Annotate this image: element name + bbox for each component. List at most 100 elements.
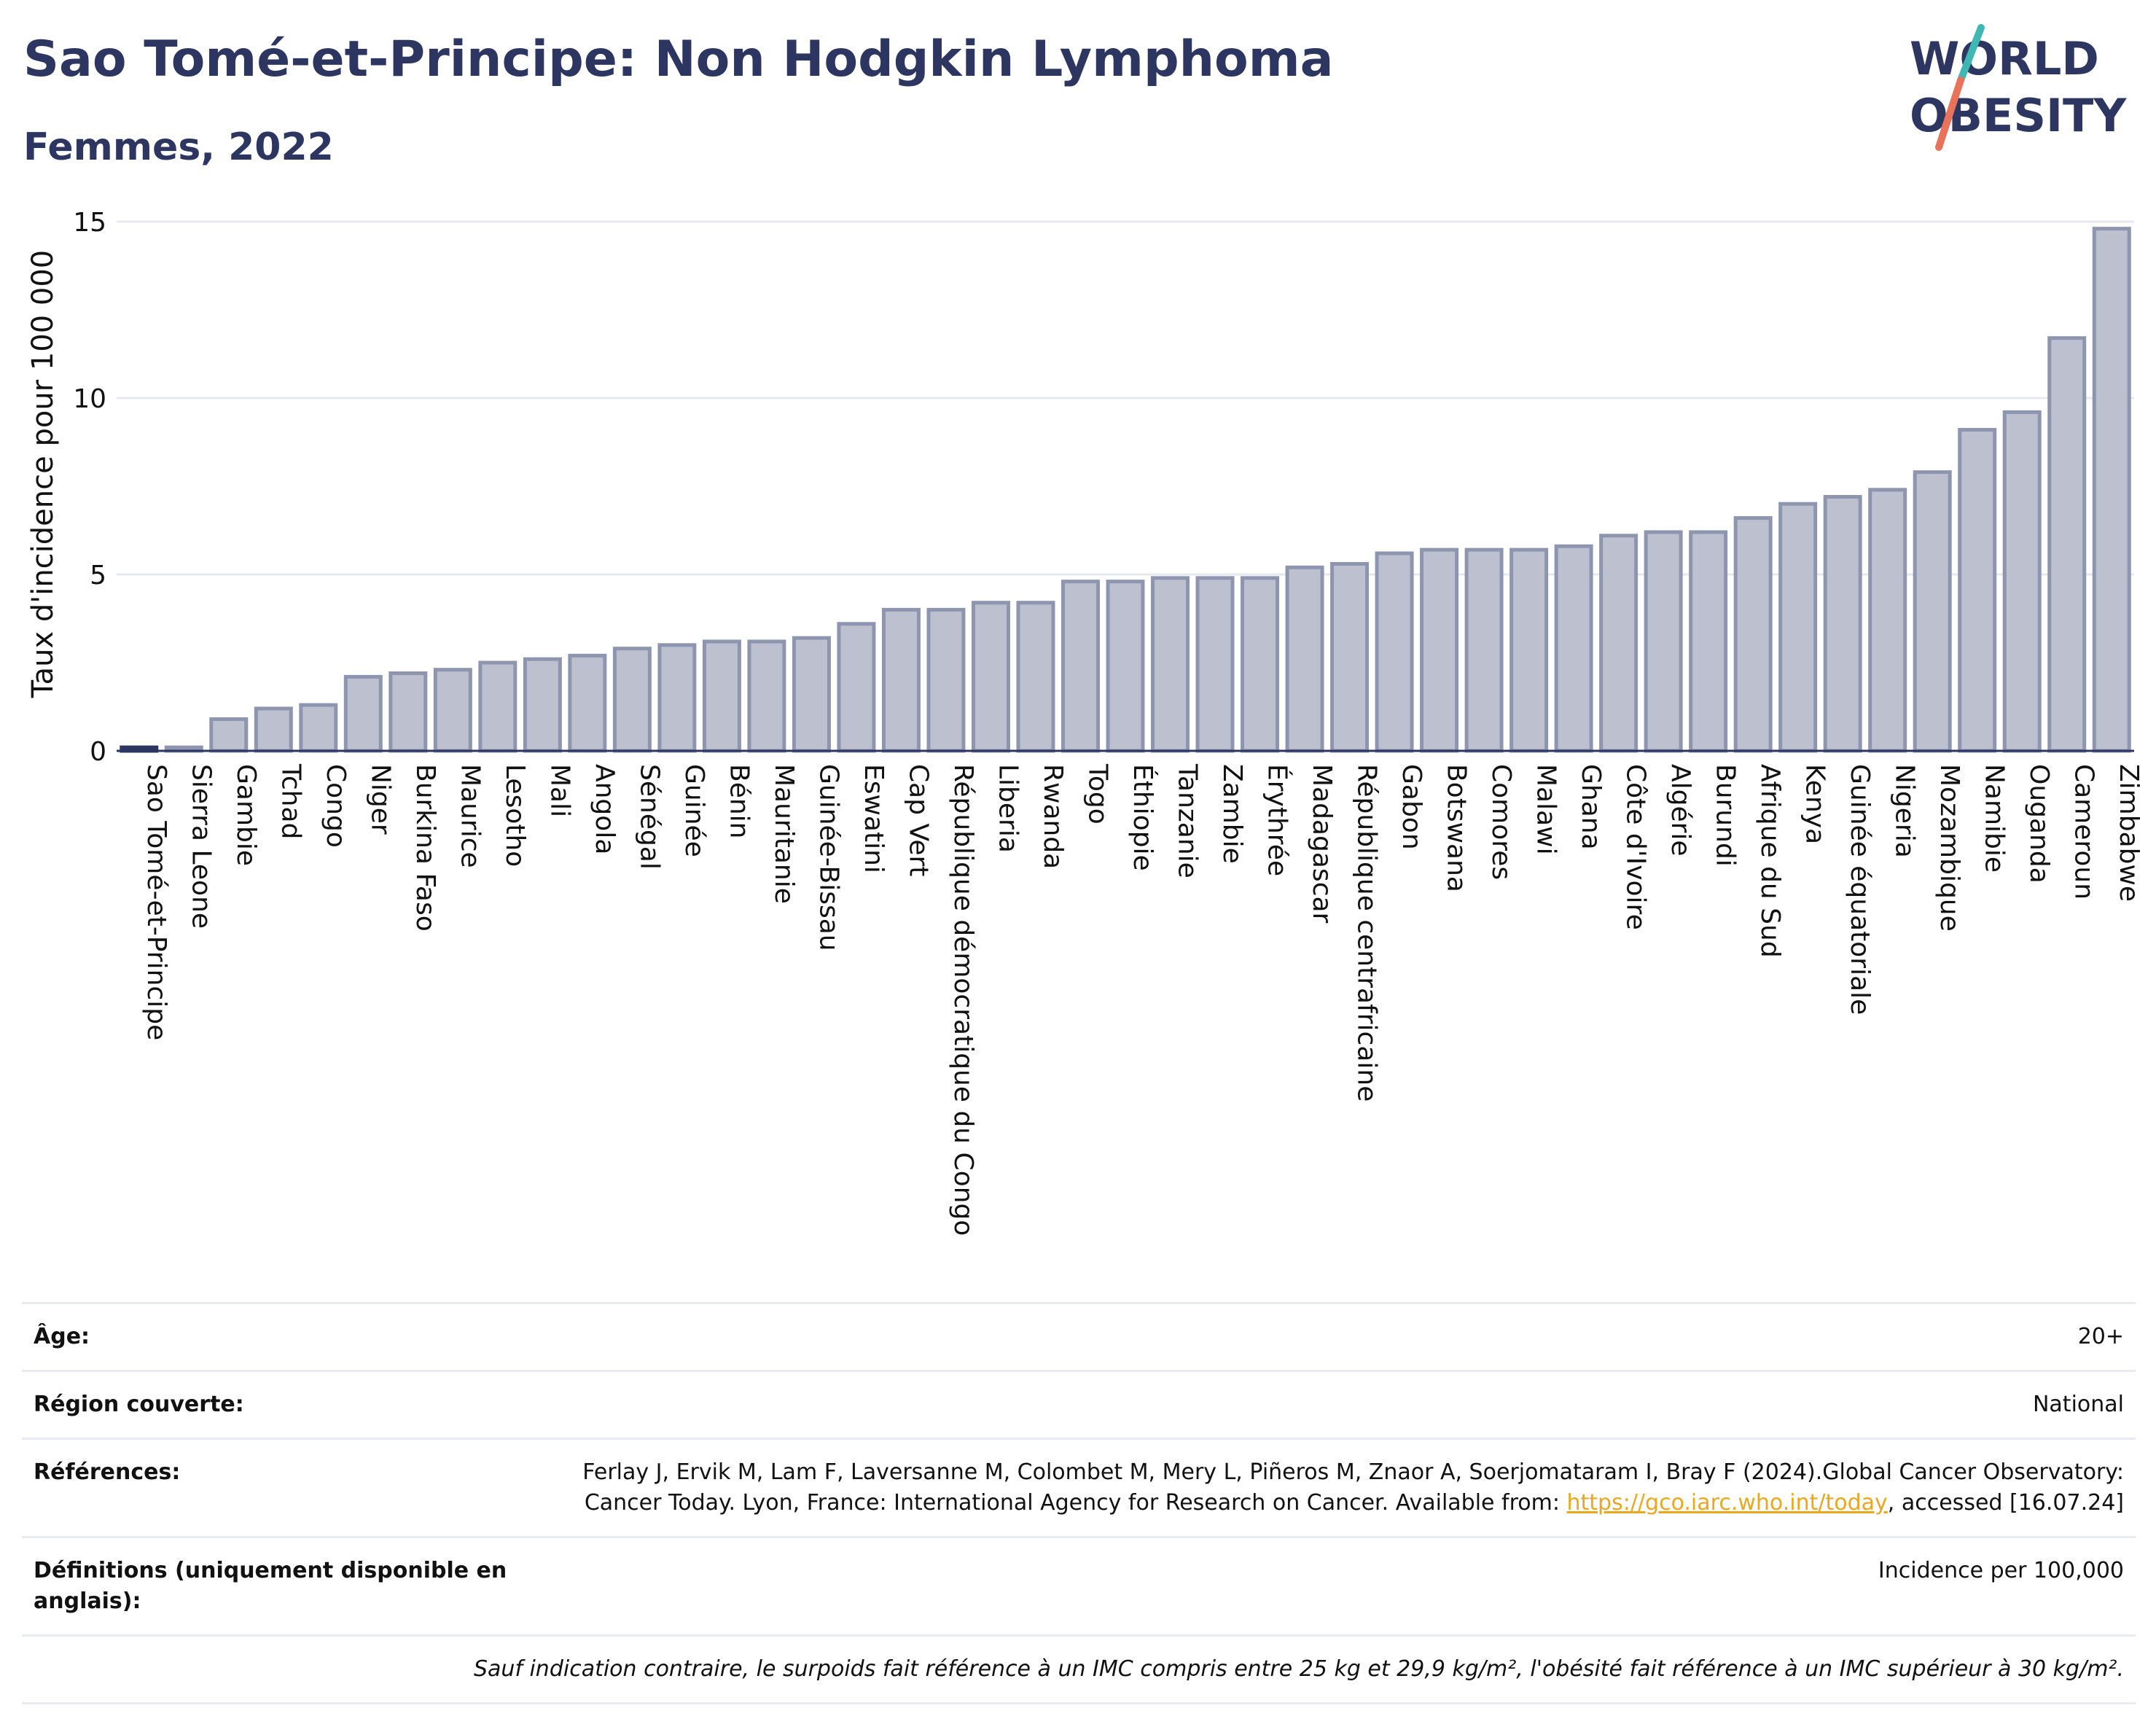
x-tick-label: Ouganda [2024, 764, 2054, 884]
x-tick-label: Algérie [1665, 764, 1695, 857]
logo-slash-bottom [1935, 77, 1964, 151]
y-tick-label: 5 [90, 561, 106, 590]
x-tick-label: Burkina Faso [410, 764, 440, 932]
x-tick-label: Côte d'Ivoire [1621, 764, 1651, 930]
x-tick-label: Namibie [1980, 764, 2009, 873]
info-row-age: Âge: 20+ [22, 1302, 2136, 1370]
bar [971, 601, 1010, 753]
y-tick-label: 0 [90, 737, 106, 767]
bar [1195, 576, 1235, 753]
bar [299, 703, 338, 753]
region-value: National [2032, 1392, 2124, 1417]
y-axis-label: Taux d'incidence pour 100 000 [26, 250, 60, 698]
x-tick-label: Éthiopie [1128, 764, 1158, 871]
x-tick-label: République centrafricaine [1352, 764, 1382, 1102]
bar [433, 668, 472, 753]
references-tail: , accessed [16.07.24] [1887, 1490, 2124, 1516]
bar [1241, 576, 1280, 753]
x-tick-label: Mozambique [1934, 764, 1964, 932]
x-tick-label: Mauritanie [769, 764, 799, 904]
age-value: 20+ [2077, 1324, 2124, 1349]
bar [2002, 410, 2042, 753]
bar [1958, 428, 1997, 753]
bar [926, 607, 966, 753]
bar [254, 706, 293, 753]
bar [2092, 227, 2131, 753]
logo-line1: WORLD [1910, 32, 2099, 85]
y-tick-label: 15 [73, 208, 106, 238]
bar [657, 643, 697, 753]
x-tick-label: Sénégal [634, 764, 664, 870]
page-subtitle: Femmes, 2022 [23, 125, 334, 169]
bar-chart: 0 5 10 15 Sao Tomé-et-Principe Sierra Leone G… [26, 208, 2144, 1236]
info-table: Âge: 20+ Région couverte: National Référ… [22, 1302, 2136, 1704]
chart-bars [120, 227, 2131, 753]
bar [209, 717, 249, 753]
bar [837, 622, 876, 753]
x-tick-label: Nigeria [1890, 764, 1920, 858]
x-tick-label: Zambie [1217, 764, 1247, 864]
info-row-note: Sauf indication contraire, le surpoids f… [22, 1634, 2136, 1704]
bar [568, 653, 607, 753]
references-link[interactable]: https://gco.iarc.who.int/today [1566, 1490, 1888, 1516]
x-tick-label: Botswana [1442, 764, 1472, 892]
bar [388, 671, 428, 753]
x-tick-label: Guinée [679, 764, 709, 857]
bar [1151, 576, 1190, 753]
info-row-region: Région couverte: National [22, 1370, 2136, 1438]
x-tick-label: Afrique du Sud [1755, 764, 1785, 958]
x-tick-label: Cameroun [2069, 764, 2099, 900]
x-tick-label: Zimbabwe [2114, 764, 2144, 902]
x-tick-label: République démocratique du Congo [948, 764, 978, 1236]
bar [1733, 516, 1773, 753]
x-tick-label: Burundi [1711, 764, 1741, 867]
references-text: Ferlay J, Ervik M, Lam F, Laversanne M, … [582, 1459, 2124, 1516]
x-tick-label: Madagascar [1307, 764, 1337, 924]
x-tick-label: Tchad [276, 763, 305, 839]
bar [792, 636, 831, 753]
bar [343, 674, 383, 753]
x-tick-label: Érythrée [1262, 764, 1293, 876]
definitions-value: Incidence per 100,000 [1878, 1558, 2124, 1583]
bar [1509, 547, 1549, 753]
x-tick-label: Mali [544, 764, 574, 817]
x-tick-label: Gambie [231, 764, 261, 866]
bar [1823, 495, 1862, 753]
x-axis-labels: Sao Tomé-et-Principe Sierra Leone Gambie Tc… [141, 763, 2144, 1236]
footnote: Sauf indication contraire, le surpoids f… [473, 1656, 2124, 1682]
info-row-references: Références: Ferlay J, Ervik M, Lam F, La… [22, 1438, 2136, 1536]
bar [1420, 547, 1459, 753]
bar [881, 607, 921, 753]
bar [1285, 565, 1324, 753]
references-value: Ferlay J, Ervik M, Lam F, Laversanne M, … [555, 1440, 2136, 1536]
y-axis-ticks: 0 5 10 15 [73, 208, 106, 767]
bar [1778, 502, 1818, 753]
bar [1106, 580, 1145, 753]
region-label: Région couverte: [34, 1392, 244, 1417]
x-tick-label: Bénin [724, 764, 754, 838]
x-tick-label: Cap Vert [903, 764, 933, 876]
bar [747, 639, 786, 753]
x-tick-label: Eswatini [859, 764, 888, 873]
x-tick-label: Kenya [1800, 764, 1830, 844]
logo-slash-top [1957, 24, 1985, 84]
y-tick-label: 10 [73, 384, 106, 414]
x-tick-label: Rwanda [1038, 764, 1068, 869]
bar [1554, 544, 1593, 753]
bar [1913, 470, 1952, 753]
x-tick-label: Comores [1486, 764, 1516, 880]
x-tick-label: Sao Tomé-et-Principe [141, 764, 171, 1040]
x-tick-label: Malawi [1531, 764, 1561, 855]
bar [1016, 601, 1055, 753]
bar [1868, 488, 1907, 753]
x-tick-label: Guinée équatoriale [1845, 764, 1875, 1015]
x-tick-label: Ghana [1576, 764, 1606, 850]
bar [478, 660, 517, 753]
bar [523, 657, 562, 753]
bar [612, 647, 652, 753]
bar [1375, 551, 1414, 753]
bar [1599, 534, 1639, 753]
bar [1464, 547, 1504, 753]
x-tick-label: Niger [365, 764, 395, 835]
x-tick-label: Liberia [993, 764, 1023, 853]
